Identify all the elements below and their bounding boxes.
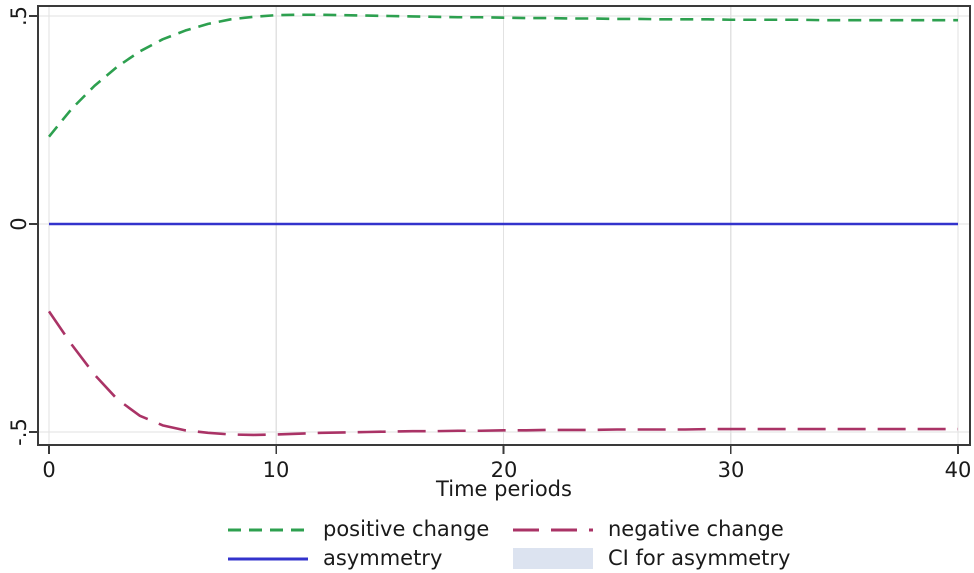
legend-item-ci-for-asymmetry: CI for asymmetry: [513, 548, 790, 569]
x-tick-label-40: 40: [945, 458, 972, 482]
x-axis-title: Time periods: [435, 477, 572, 501]
y-tick-label-0: 0: [7, 217, 31, 230]
x-tick-label-0: 0: [42, 458, 55, 482]
legend-label-negative-change: negative change: [608, 517, 784, 541]
negative-change-line-sample: [513, 528, 593, 531]
plot-frame: [36, 4, 972, 447]
legend-label-ci-for-asymmetry: CI for asymmetry: [608, 546, 791, 570]
series-layer: [47, 13, 958, 437]
plot-area: .5 0 -.5 0 10 20 30 40 Time periods: [7, 4, 972, 501]
x-tick-label-30: 30: [718, 458, 745, 482]
positive-change-line-sample: [228, 528, 308, 531]
legend-label-asymmetry: asymmetry: [323, 546, 443, 570]
legend-item-asymmetry: asymmetry: [228, 548, 442, 569]
legend-item-negative-change: negative change: [513, 519, 784, 540]
x-tick-label-20: 20: [491, 458, 518, 482]
legend-label-positive-change: positive change: [323, 517, 490, 541]
x-tick-label-10: 10: [263, 458, 290, 482]
y-tick-label-neg05: -.5: [7, 418, 31, 446]
ci-fill-swatch: [513, 548, 593, 569]
tick-layer: [29, 15, 959, 454]
y-tick-label-05: .5: [7, 6, 31, 26]
positive-change-line: [47, 13, 958, 138]
ci-swatch-sample: [513, 548, 593, 569]
negative-change-line: [47, 310, 958, 437]
asymmetry-line-sample: [228, 557, 308, 560]
legend-item-positive-change: positive change: [228, 519, 489, 540]
grid-layer: [37, 5, 971, 446]
